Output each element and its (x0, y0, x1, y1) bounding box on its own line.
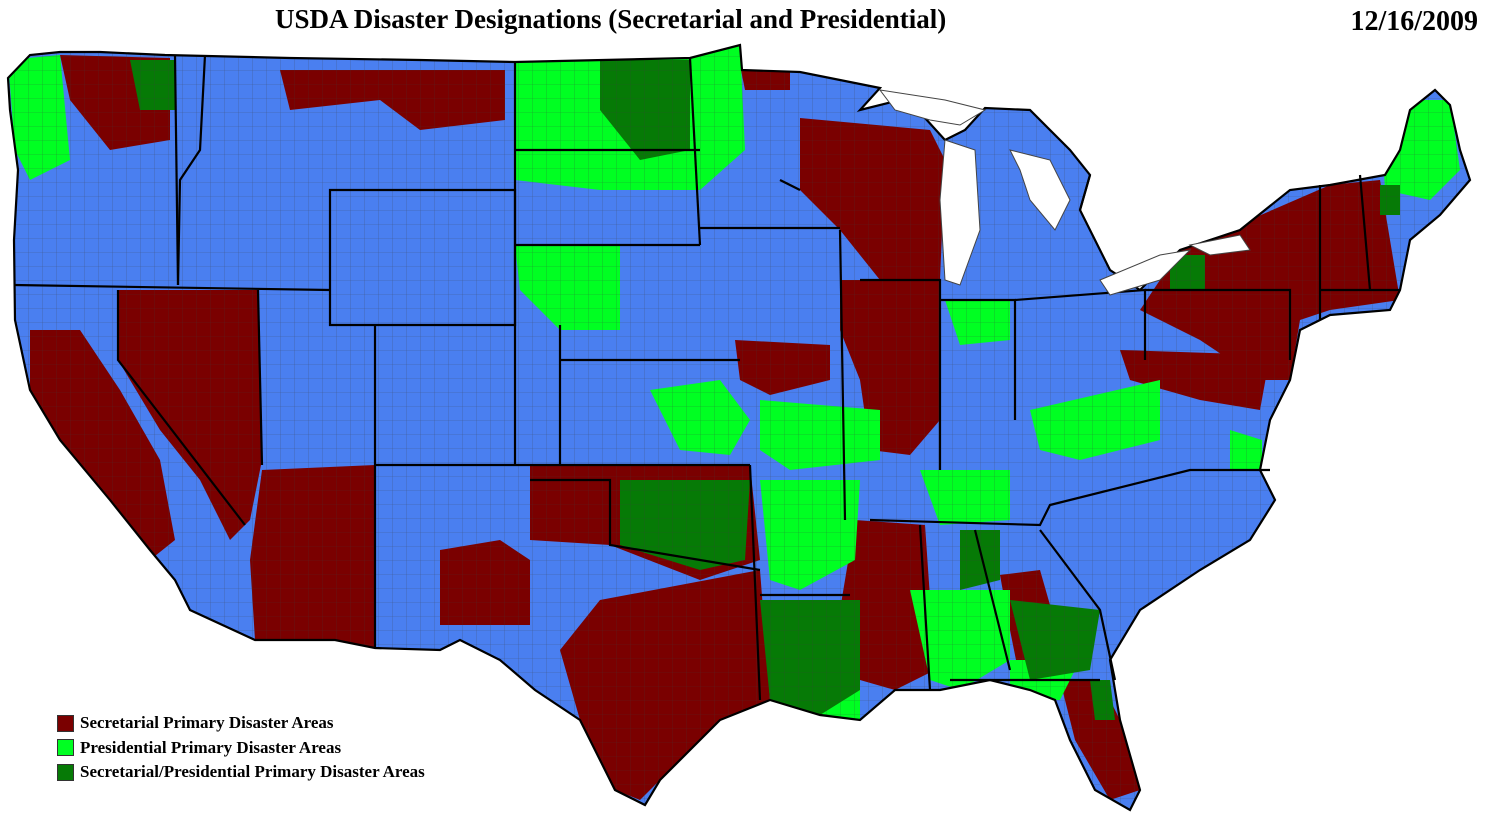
legend-swatch-presidential (57, 739, 74, 757)
legend-swatch-both (57, 763, 74, 781)
state-borders (6, 43, 1472, 812)
map-date: 12/16/2009 (1350, 6, 1478, 37)
legend-label-secretarial: Secretarial Primary Disaster Areas (80, 713, 334, 733)
legend-item-presidential: Presidential Primary Disaster Areas (57, 736, 425, 761)
great-lakes (878, 89, 1251, 296)
legend-label-presidential: Presidential Primary Disaster Areas (80, 737, 342, 757)
legend-swatch-secretarial (57, 714, 74, 732)
legend-item-both: Secretarial/Presidential Primary Disaste… (57, 760, 425, 785)
legend-label-both: Secretarial/Presidential Primary Disaste… (80, 762, 425, 782)
map-title: USDA Disaster Designations (Secretarial … (275, 4, 947, 34)
legend-item-secretarial: Secretarial Primary Disaster Areas (57, 711, 425, 736)
legend: Secretarial Primary Disaster Areas Presi… (57, 711, 425, 785)
